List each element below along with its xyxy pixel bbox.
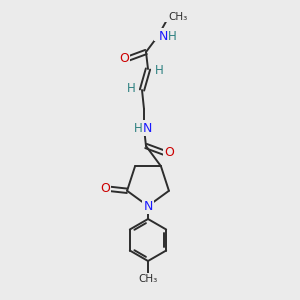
Text: H: H [134,122,143,134]
Text: O: O [100,182,110,195]
Text: N: N [159,29,168,43]
Bar [161,12,181,22]
Bar [142,201,154,211]
Bar [118,54,130,64]
Text: CH₃: CH₃ [138,274,158,284]
Text: N: N [143,122,152,134]
Text: O: O [119,52,129,65]
Bar [138,274,158,284]
Text: N: N [143,200,153,212]
Bar [154,65,164,74]
Bar [126,85,136,94]
Text: O: O [164,146,174,160]
Bar [99,184,111,194]
Text: H: H [127,82,135,95]
Bar [154,31,172,41]
Bar [163,148,175,158]
Bar [130,123,148,133]
Text: CH₃: CH₃ [168,12,187,22]
Text: H: H [168,31,177,44]
Text: H: H [154,64,164,76]
